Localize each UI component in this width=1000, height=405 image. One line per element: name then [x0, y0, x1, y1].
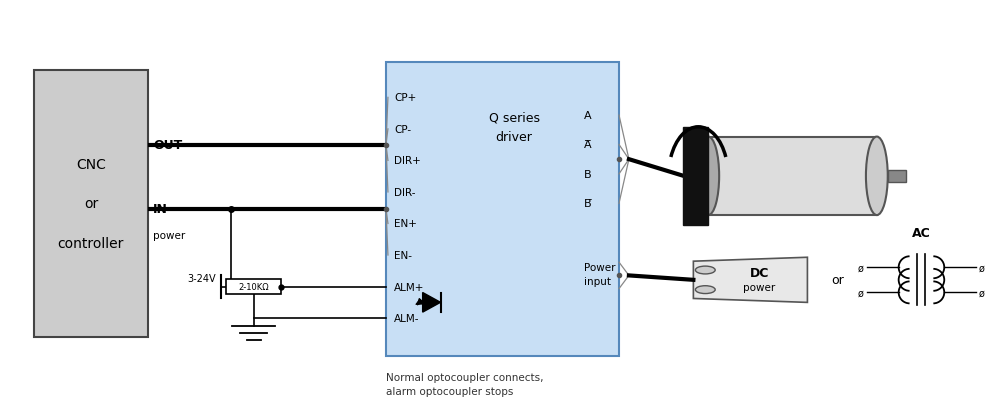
- Text: Normal optocoupler connects,
alarm optocoupler stops: Normal optocoupler connects, alarm optoc…: [386, 372, 543, 396]
- Polygon shape: [693, 258, 807, 303]
- Ellipse shape: [866, 137, 888, 215]
- Text: DIR-: DIR-: [394, 188, 415, 198]
- Text: A̅: A̅: [584, 140, 592, 150]
- Polygon shape: [423, 293, 441, 312]
- Text: A: A: [584, 111, 592, 121]
- Text: 3-24V: 3-24V: [188, 273, 216, 283]
- Bar: [34, 71, 148, 337]
- Text: ALM+: ALM+: [394, 282, 424, 292]
- Text: ø: ø: [858, 262, 864, 273]
- Bar: [888, 171, 906, 182]
- Bar: [708, 137, 877, 215]
- Bar: [386, 63, 619, 356]
- Circle shape: [695, 266, 715, 274]
- Bar: [683, 128, 708, 225]
- Circle shape: [695, 286, 715, 294]
- Text: Power
input: Power input: [584, 263, 616, 286]
- Text: or: or: [831, 274, 844, 287]
- Text: Q series
driver: Q series driver: [489, 111, 540, 143]
- Text: CP+: CP+: [394, 93, 416, 103]
- Text: CP-: CP-: [394, 125, 411, 134]
- Text: DIR+: DIR+: [394, 156, 421, 166]
- Text: ø: ø: [979, 288, 985, 298]
- Text: power: power: [153, 231, 185, 241]
- Text: DC: DC: [750, 266, 769, 279]
- Text: EN-: EN-: [394, 250, 412, 260]
- Text: IN: IN: [153, 202, 168, 215]
- Text: B: B: [584, 169, 592, 179]
- Text: AC: AC: [912, 227, 931, 240]
- Text: power: power: [743, 282, 776, 292]
- Text: ø: ø: [858, 288, 864, 298]
- Text: OUT: OUT: [153, 139, 182, 152]
- Bar: [226, 280, 281, 294]
- Text: or: or: [84, 197, 98, 211]
- Text: ø: ø: [979, 262, 985, 273]
- Text: 2-10KΩ: 2-10KΩ: [238, 282, 269, 291]
- Text: ALM-: ALM-: [394, 313, 419, 323]
- Text: controller: controller: [58, 236, 124, 250]
- Text: EN+: EN+: [394, 219, 417, 229]
- Ellipse shape: [697, 137, 719, 215]
- Text: B̅: B̅: [584, 199, 592, 209]
- Text: CNC: CNC: [76, 158, 106, 172]
